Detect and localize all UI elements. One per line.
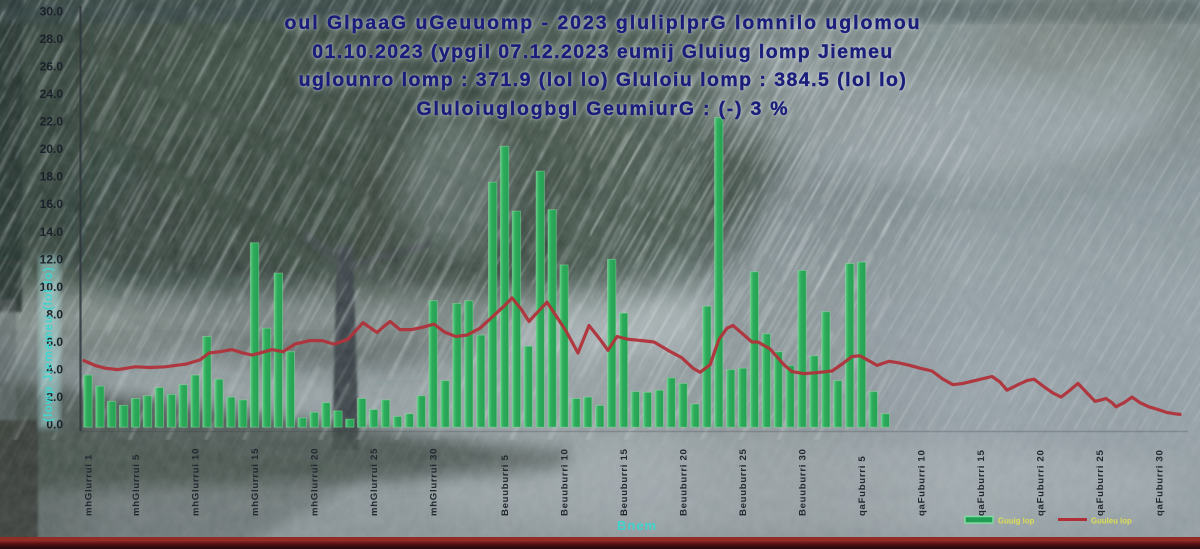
- svg-text:30.0: 30.0: [40, 4, 64, 18]
- svg-text:Guuig lop: Guuig lop: [998, 517, 1035, 526]
- svg-text:2.0: 2.0: [46, 390, 63, 404]
- svg-text:4.0: 4.0: [46, 363, 63, 377]
- svg-text:Beuuburri 10: Beuuburri 10: [559, 448, 570, 516]
- svg-text:qaFuburri 25: qaFuburri 25: [1095, 449, 1106, 516]
- svg-text:Beuuburri 15: Beuuburri 15: [619, 448, 630, 516]
- svg-text:Beuuburri 25: Beuuburri 25: [738, 448, 749, 516]
- svg-text:Beuuburri 5: Beuuburri 5: [500, 454, 511, 516]
- svg-text:mhGlurrui 5: mhGlurrui 5: [131, 454, 142, 516]
- svg-text:qaFuburri 15: qaFuburri 15: [976, 449, 987, 516]
- svg-text:mhGlurrui 20: mhGlurrui 20: [309, 448, 320, 516]
- svg-text:14.0: 14.0: [40, 225, 64, 239]
- svg-text:mhGlurrui 10: mhGlurrui 10: [190, 448, 201, 516]
- svg-text:mhGlurrui 25: mhGlurrui 25: [369, 448, 380, 516]
- svg-text:0.0: 0.0: [46, 418, 63, 432]
- svg-text:6.0: 6.0: [46, 335, 63, 349]
- svg-text:qaFuburri 30: qaFuburri 30: [1154, 449, 1165, 516]
- svg-text:qaFuburri 20: qaFuburri 20: [1035, 449, 1046, 516]
- svg-text:16.0: 16.0: [40, 197, 64, 211]
- svg-text:mhGlurrui 30: mhGlurrui 30: [428, 448, 439, 516]
- svg-text:18.0: 18.0: [40, 170, 64, 184]
- svg-text:24.0: 24.0: [40, 87, 64, 101]
- svg-text:8.0: 8.0: [46, 308, 63, 322]
- svg-text:10.0: 10.0: [40, 280, 64, 294]
- svg-text:Guuleu lop: Guuleu lop: [1091, 517, 1132, 526]
- svg-text:Beuuburri 20: Beuuburri 20: [678, 448, 689, 516]
- svg-text:12.0: 12.0: [40, 252, 64, 266]
- svg-text:Beuuburri 30: Beuuburri 30: [797, 448, 808, 516]
- svg-text:28.0: 28.0: [40, 32, 64, 46]
- svg-text:qaFuburri 5: qaFuburri 5: [857, 456, 868, 516]
- svg-text:qaFuburri 10: qaFuburri 10: [916, 449, 927, 516]
- svg-text:22.0: 22.0: [40, 115, 64, 129]
- svg-text:20.0: 20.0: [40, 142, 64, 156]
- svg-text:Bnem: Bnem: [617, 518, 657, 533]
- svg-text:mhGlurrui 1: mhGlurrui 1: [83, 454, 94, 516]
- svg-text:26.0: 26.0: [40, 59, 64, 73]
- svg-text:mhGlurrui 15: mhGlurrui 15: [250, 448, 261, 516]
- svg-text:(lowp Jiememeu (lol lo): (lowp Jiememeu (lol lo): [41, 266, 55, 422]
